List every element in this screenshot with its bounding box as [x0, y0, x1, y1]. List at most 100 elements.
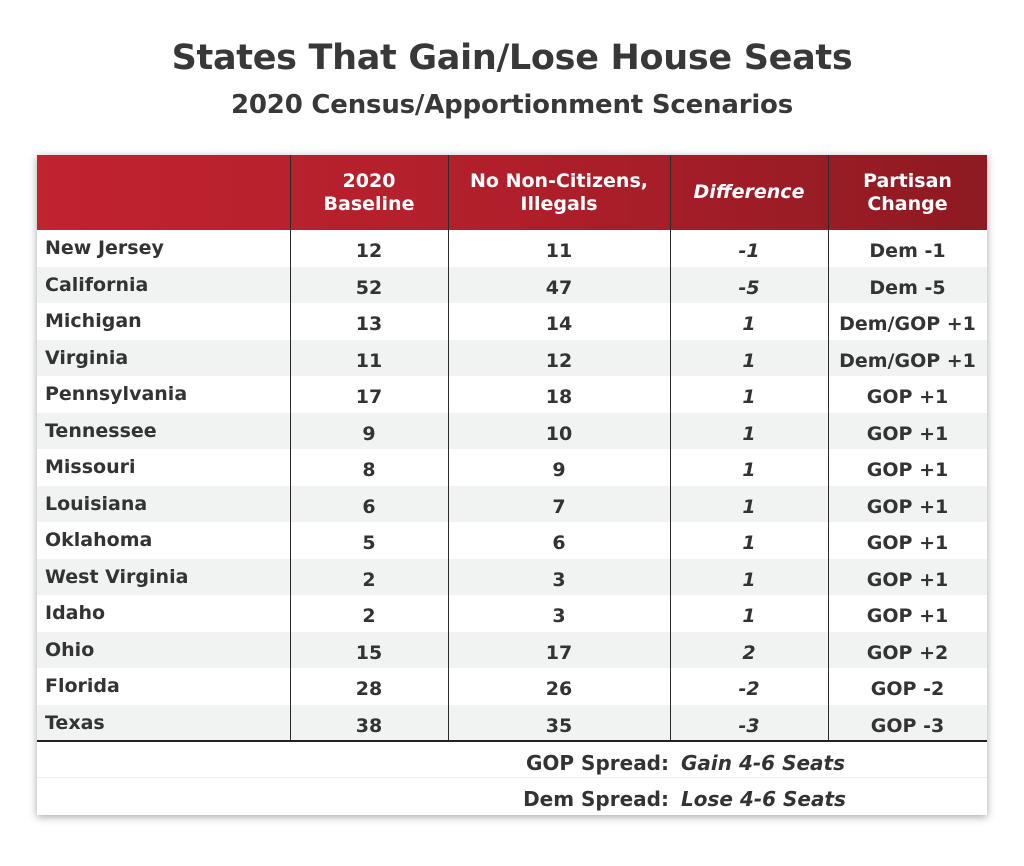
seat-difference: 1 — [742, 386, 756, 408]
partisan-change: GOP +1 — [866, 459, 949, 481]
footer-value: Gain 4-6 Seats — [681, 751, 845, 775]
seat-difference: 1 — [742, 459, 756, 481]
header-difference: Difference — [693, 181, 805, 203]
state-name: Oklahoma — [45, 529, 153, 551]
baseline-seats: 15 — [355, 641, 383, 664]
no-noncitizens-seats: 3 — [552, 568, 566, 591]
chart-subtitle: 2020 Census/Apportionment Scenarios — [231, 90, 793, 120]
partisan-change: GOP +1 — [866, 605, 949, 627]
footer-dem-spread: Dem Spread: Lose 4-6 Seats — [37, 781, 987, 817]
table-row: Virginia 11 12 1 Dem/GOP +1 — [37, 339, 987, 376]
state-name: Idaho — [45, 602, 106, 624]
partisan-change: GOP +1 — [866, 568, 949, 591]
baseline-seats: 52 — [355, 276, 383, 299]
baseline-seats: 11 — [355, 349, 383, 372]
table-row: Ohio 15 17 2 GOP +2 — [37, 631, 987, 668]
baseline-seats: 12 — [355, 240, 383, 262]
partisan-change: Dem -5 — [869, 276, 946, 299]
header-baseline: 2020 Baseline — [323, 169, 415, 215]
baseline-seats: 17 — [355, 386, 383, 408]
header-state — [37, 155, 290, 230]
seat-difference: -2 — [738, 678, 760, 700]
seat-difference: -1 — [738, 240, 760, 262]
baseline-seats: 5 — [362, 532, 376, 554]
no-noncitizens-seats: 10 — [545, 422, 573, 445]
column-divider — [670, 155, 671, 741]
state-name: California — [45, 273, 149, 296]
footer-divider — [37, 777, 987, 778]
partisan-change: GOP +1 — [866, 495, 949, 518]
chart-title: States That Gain/Lose House Seats — [171, 38, 853, 78]
no-noncitizens-seats: 35 — [545, 714, 573, 737]
seat-difference: 2 — [742, 641, 756, 664]
no-noncitizens-seats: 17 — [545, 641, 573, 664]
state-name: Michigan — [45, 310, 142, 332]
baseline-seats: 13 — [355, 313, 383, 335]
column-divider — [448, 155, 449, 741]
state-name: New Jersey — [45, 237, 164, 259]
partisan-change: GOP +1 — [866, 386, 949, 408]
partisan-change: GOP +1 — [866, 422, 949, 445]
state-name: Texas — [45, 711, 105, 734]
table-row: Louisiana 6 7 1 GOP +1 — [37, 485, 987, 522]
partisan-change: GOP +1 — [866, 532, 949, 554]
footer-gop-spread: GOP Spread: Gain 4-6 Seats — [37, 745, 987, 781]
state-name: West Virginia — [45, 565, 189, 588]
seats-table: 2020 Baseline No Non-Citizens, Illegals … — [37, 155, 987, 815]
no-noncitizens-seats: 12 — [545, 349, 573, 372]
footer-value: Lose 4-6 Seats — [681, 787, 846, 811]
baseline-seats: 6 — [362, 495, 376, 518]
state-name: Tennessee — [45, 419, 157, 442]
footer-label: Dem Spread: — [523, 787, 669, 811]
baseline-seats: 28 — [355, 678, 383, 700]
column-divider — [828, 155, 829, 741]
no-noncitizens-seats: 26 — [545, 678, 573, 700]
partisan-change: GOP +2 — [866, 641, 949, 664]
partisan-change: GOP -2 — [870, 678, 945, 700]
baseline-seats: 38 — [355, 714, 383, 737]
seat-difference: 1 — [742, 313, 756, 335]
footer-label: GOP Spread: — [526, 751, 669, 775]
header-partisan-change: Partisan Change — [863, 169, 952, 215]
baseline-seats: 9 — [362, 422, 376, 445]
no-noncitizens-seats: 7 — [552, 495, 566, 518]
baseline-seats: 2 — [362, 605, 376, 627]
no-noncitizens-seats: 47 — [545, 276, 573, 299]
header-no-noncitizens: No Non-Citizens, Illegals — [470, 169, 648, 215]
table-header: 2020 Baseline No Non-Citizens, Illegals … — [37, 155, 987, 230]
no-noncitizens-seats: 3 — [552, 605, 566, 627]
no-noncitizens-seats: 14 — [545, 313, 573, 335]
table-row: Missouri 8 9 1 GOP +1 — [37, 449, 987, 486]
table-row: Idaho 2 3 1 GOP +1 — [37, 595, 987, 632]
seat-difference: 1 — [742, 422, 756, 445]
no-noncitizens-seats: 9 — [552, 459, 566, 481]
state-name: Florida — [45, 675, 120, 697]
seat-difference: 1 — [742, 605, 756, 627]
no-noncitizens-seats: 11 — [545, 240, 573, 262]
table-row: Tennessee 9 10 1 GOP +1 — [37, 412, 987, 449]
seat-difference: -5 — [738, 276, 760, 299]
baseline-seats: 2 — [362, 568, 376, 591]
table-bottom-rule — [37, 740, 987, 742]
table-row: Florida 28 26 -2 GOP -2 — [37, 668, 987, 705]
state-name: Ohio — [45, 638, 95, 661]
seat-difference: 1 — [742, 568, 756, 591]
seat-difference: -3 — [738, 714, 760, 737]
table-row: Michigan 13 14 1 Dem/GOP +1 — [37, 303, 987, 340]
state-name: Virginia — [45, 346, 129, 369]
partisan-change: Dem -1 — [869, 240, 946, 262]
table-row: Pennsylvania 17 18 1 GOP +1 — [37, 376, 987, 413]
baseline-seats: 8 — [362, 459, 376, 481]
seat-difference: 1 — [742, 532, 756, 554]
table-row: Texas 38 35 -3 GOP -3 — [37, 704, 987, 741]
seat-difference: 1 — [742, 349, 756, 372]
table-row: Oklahoma 5 6 1 GOP +1 — [37, 522, 987, 559]
column-divider — [290, 155, 291, 741]
state-name: Pennsylvania — [45, 383, 188, 405]
partisan-change: GOP -3 — [870, 714, 945, 737]
table-row: West Virginia 2 3 1 GOP +1 — [37, 558, 987, 595]
no-noncitizens-seats: 18 — [545, 386, 573, 408]
partisan-change: Dem/GOP +1 — [839, 313, 976, 335]
table-row: California 52 47 -5 Dem -5 — [37, 266, 987, 303]
state-name: Louisiana — [45, 492, 148, 515]
